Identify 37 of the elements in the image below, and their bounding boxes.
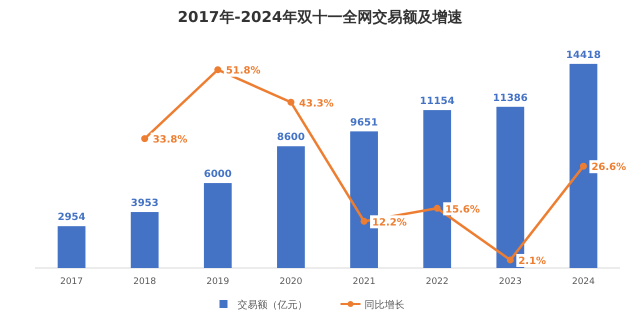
legend-label: 同比增长 bbox=[364, 299, 404, 311]
bar bbox=[204, 183, 232, 268]
x-tick-label: 2020 bbox=[279, 277, 303, 287]
data-label: 11154 bbox=[420, 96, 455, 108]
data-label: 43.3% bbox=[298, 98, 334, 110]
point bbox=[434, 204, 441, 212]
data-label: 2.1% bbox=[518, 256, 546, 267]
point bbox=[580, 162, 587, 170]
data-label: 15.6% bbox=[445, 204, 480, 216]
x-tick-label: 2022 bbox=[426, 277, 449, 287]
x-tick-label: 2017 bbox=[60, 277, 84, 287]
point bbox=[287, 98, 294, 106]
data-label: 33.8% bbox=[152, 134, 188, 146]
x-tick-label: 2023 bbox=[498, 277, 522, 287]
x-tick-label: 2021 bbox=[352, 277, 376, 287]
point bbox=[214, 66, 222, 74]
data-label: 9651 bbox=[350, 117, 378, 128]
bar bbox=[277, 146, 305, 268]
chart-title: 2017年-2024年双十一全网交易额及增速 bbox=[178, 8, 464, 26]
data-label: 14418 bbox=[566, 50, 601, 61]
data-label: 11386 bbox=[492, 92, 528, 104]
data-label: 8600 bbox=[277, 132, 305, 144]
point bbox=[360, 218, 368, 225]
point bbox=[141, 135, 148, 142]
point bbox=[506, 256, 514, 264]
data-label: 51.8% bbox=[226, 66, 261, 77]
data-label: 6000 bbox=[204, 169, 232, 180]
x-tick-label: 2018 bbox=[133, 277, 156, 287]
data-label: 12.2% bbox=[372, 217, 407, 228]
data-label: 26.6% bbox=[591, 162, 626, 174]
bar bbox=[58, 226, 86, 268]
x-tick-label: 2019 bbox=[206, 277, 230, 287]
bar bbox=[130, 212, 159, 268]
data-label: 3953 bbox=[130, 198, 159, 210]
legend-label: 交易额（亿元） bbox=[238, 299, 308, 311]
data-label: 2954 bbox=[58, 212, 86, 224]
x-tick-label: 2024 bbox=[572, 277, 596, 287]
